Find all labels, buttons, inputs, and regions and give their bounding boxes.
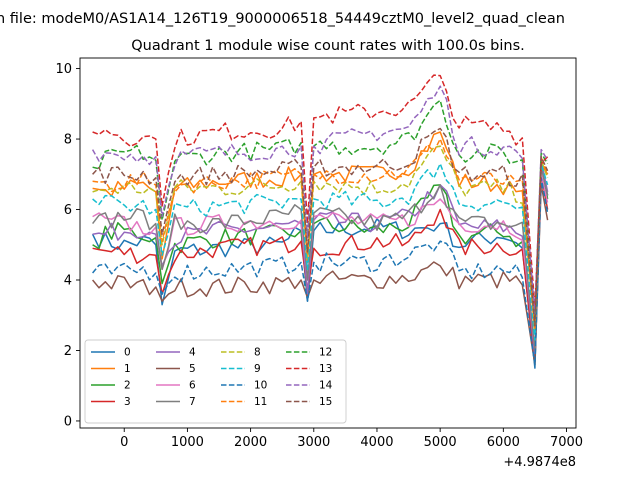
x-tick-label: 5000 <box>424 435 457 450</box>
x-tick-label: 7000 <box>550 435 583 450</box>
y-tick-label: 10 <box>55 62 72 77</box>
legend-label-5: 5 <box>189 363 196 375</box>
x-tick-label: 2000 <box>234 435 267 450</box>
series-line-13 <box>92 74 549 309</box>
x-tick-label: 1000 <box>171 435 204 450</box>
legend-label-14: 14 <box>319 380 333 392</box>
legend-label-1: 1 <box>124 363 131 375</box>
legend-label-2: 2 <box>124 380 131 392</box>
y-tick-label: 4 <box>64 274 72 289</box>
series-line-5 <box>92 184 549 366</box>
series-line-14 <box>91 85 549 316</box>
series-line-1 <box>92 131 549 324</box>
legend-label-11: 11 <box>254 396 267 408</box>
series-line-15 <box>92 127 549 327</box>
legend-label-12: 12 <box>319 347 332 359</box>
x-tick-label: 4000 <box>360 435 393 450</box>
legend-box <box>84 339 347 424</box>
legend-label-7: 7 <box>189 396 196 408</box>
legend-label-3: 3 <box>124 396 131 408</box>
y-tick-label: 2 <box>64 344 72 359</box>
legend-label-6: 6 <box>189 380 196 392</box>
x-tick-label: 0 <box>120 435 128 450</box>
series-line-4 <box>92 159 549 359</box>
axes-frame <box>79 57 577 429</box>
x-tick-label: 6000 <box>487 435 520 450</box>
legend-label-15: 15 <box>319 396 332 408</box>
legend-label-9: 9 <box>254 363 261 375</box>
y-axis: 0 2 4 6 8 10 <box>55 62 80 429</box>
x-tick-label: 3000 <box>297 435 330 450</box>
series-line-9 <box>92 162 549 341</box>
series-line-2 <box>92 162 549 355</box>
series-line-10 <box>92 177 549 366</box>
legend-label-13: 13 <box>319 363 332 375</box>
y-tick-label: 8 <box>64 133 72 148</box>
series-line-3 <box>92 173 549 362</box>
x-axis: 0 1000 2000 3000 4000 5000 6000 7000 <box>120 428 583 450</box>
legend-label-0: 0 <box>124 347 131 359</box>
y-tick-label: 0 <box>64 414 72 429</box>
plot-area <box>91 74 549 369</box>
legend-label-10: 10 <box>254 380 267 392</box>
series-line-8 <box>92 145 549 334</box>
chart-title: Quadrant 1 module wise count rates with … <box>131 38 525 54</box>
legend-label-8: 8 <box>254 347 261 359</box>
x-axis-offset-label: +4.9874e8 <box>503 455 576 470</box>
legend-label-4: 4 <box>189 347 196 359</box>
series-line-7 <box>92 166 549 352</box>
figure-suptitle: n file: modeM0/AS1A14_126T19_9000006518_… <box>0 11 565 27</box>
y-tick-label: 6 <box>64 203 72 218</box>
